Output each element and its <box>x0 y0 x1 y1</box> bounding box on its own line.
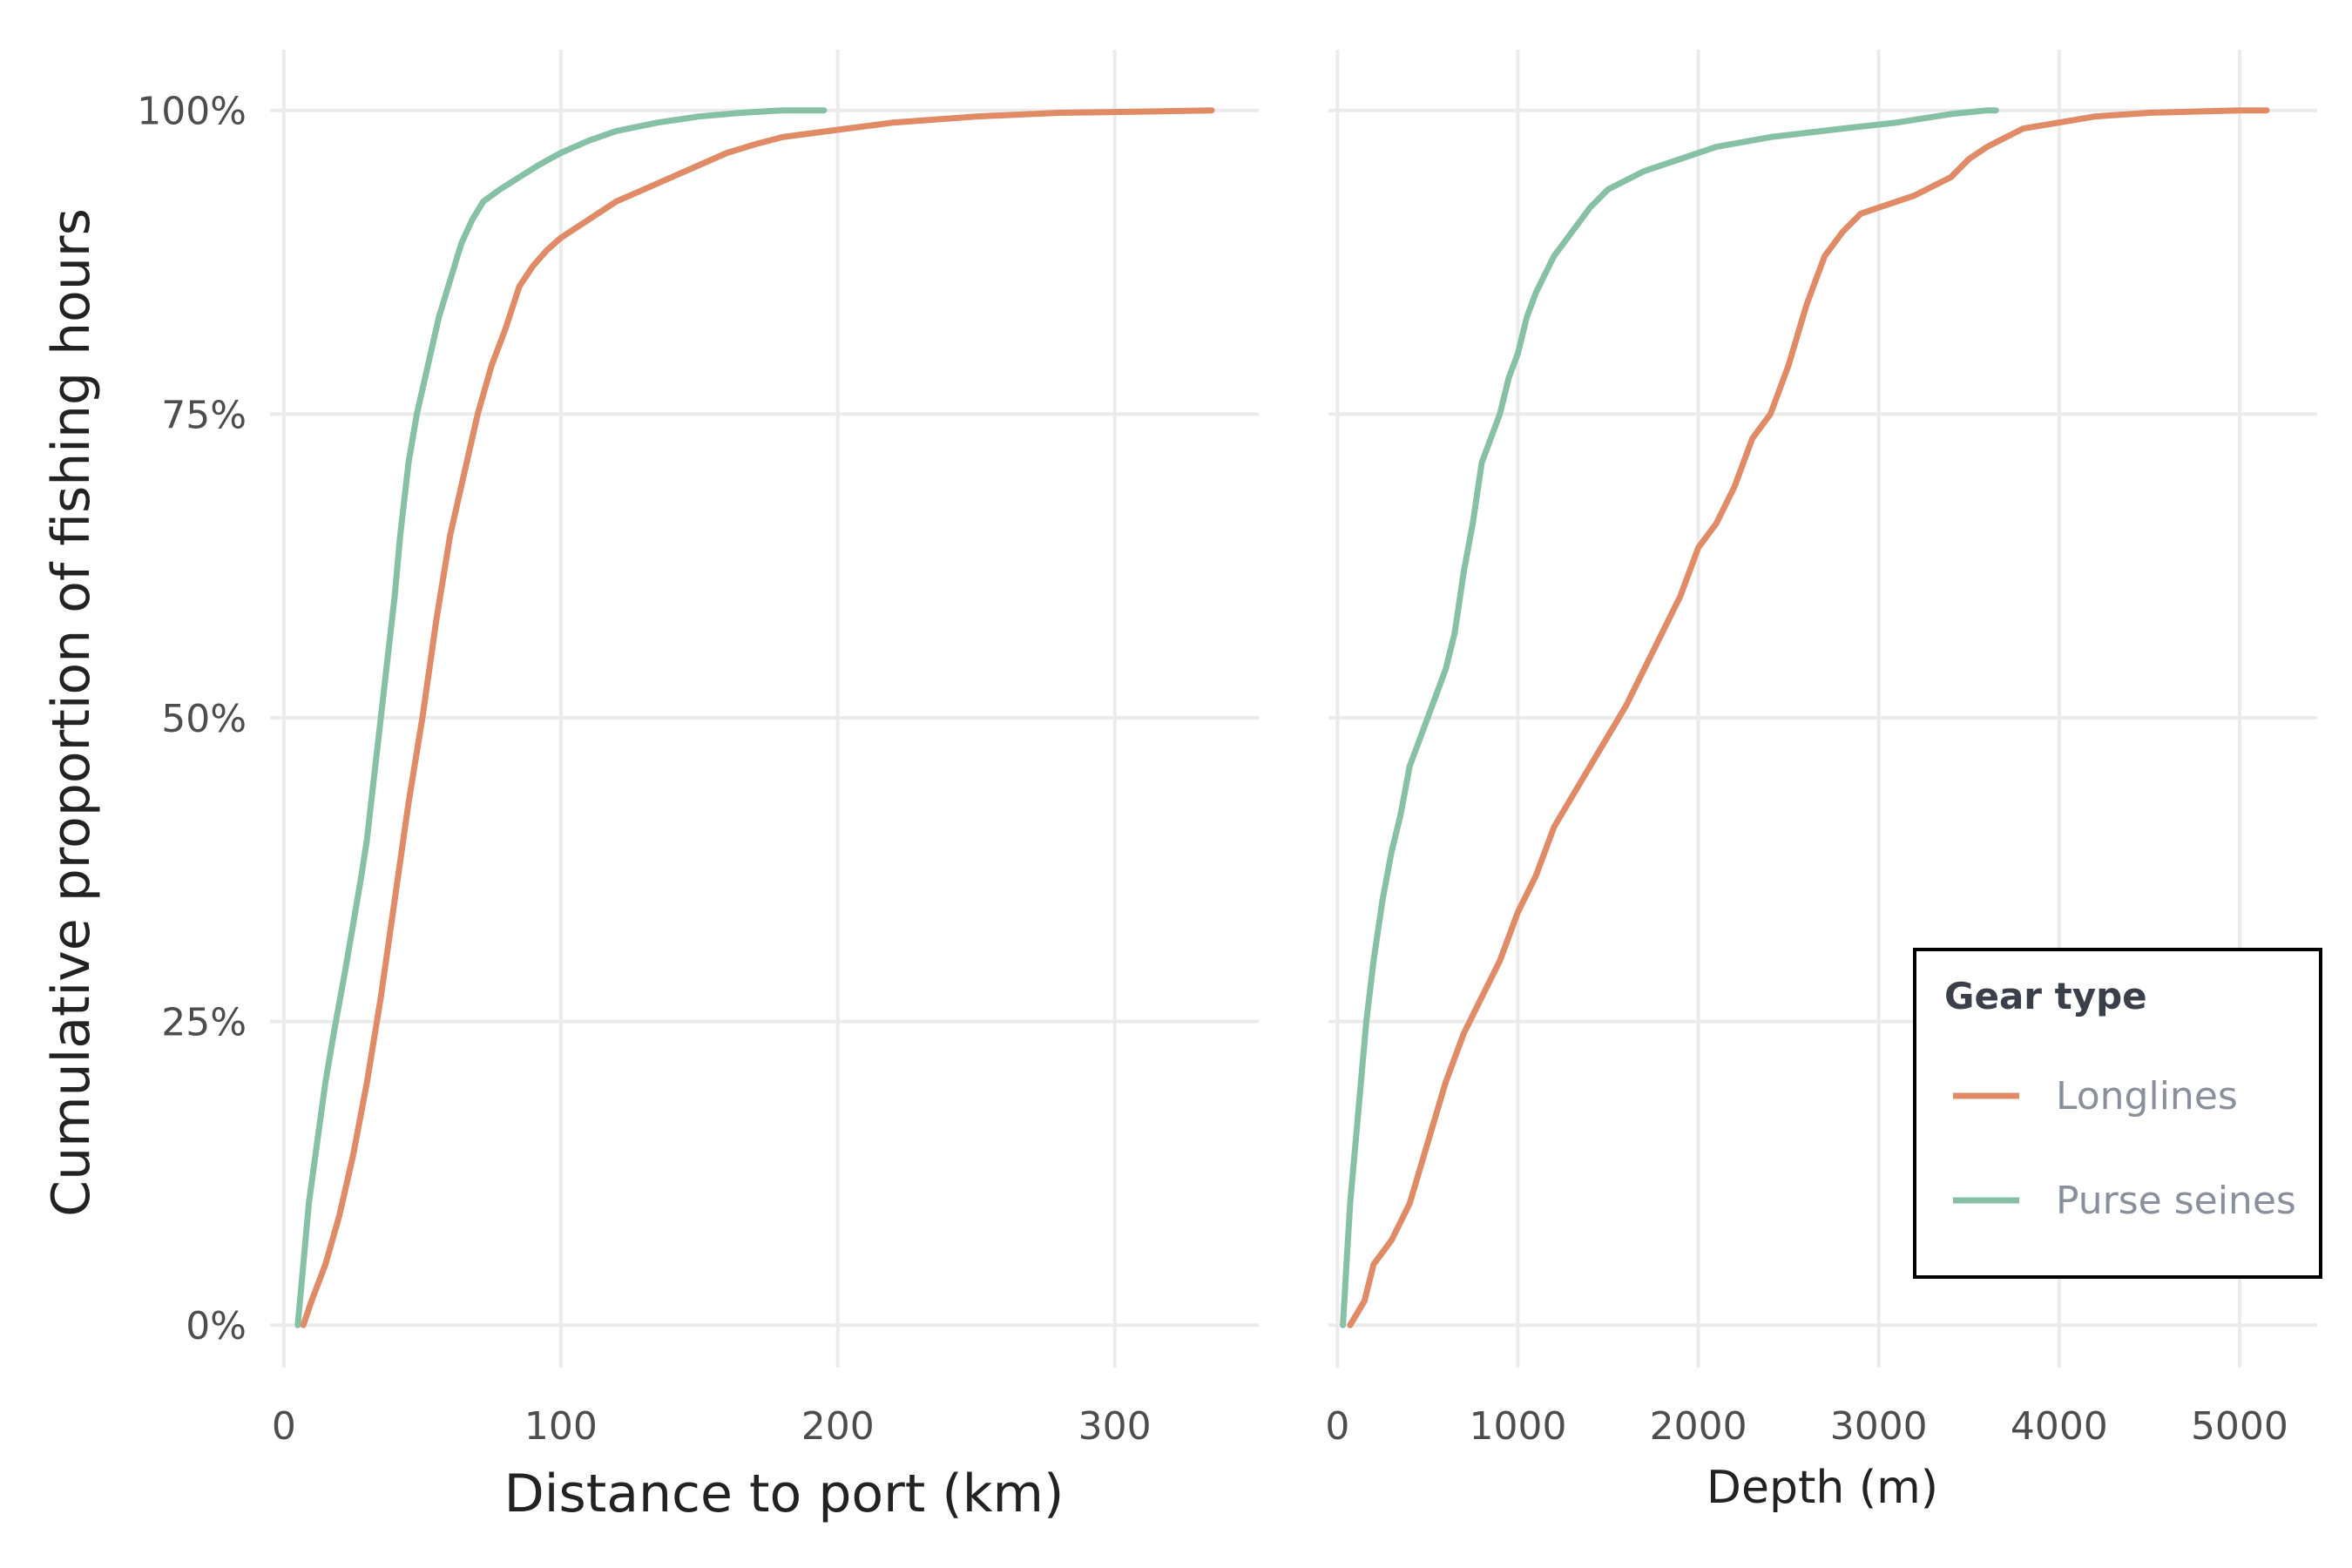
x-tick-labels-depth: 0 1000 2000 3000 4000 5000 <box>1325 1404 2288 1449</box>
y-tick-label-4: 100% <box>137 90 247 134</box>
x-tick-label-right-5: 5000 <box>2191 1404 2288 1449</box>
y-axis-title: Cumulative proportion of fishing hours <box>41 208 102 1217</box>
x-tick-label-right-1: 1000 <box>1469 1404 1566 1449</box>
series-lines-depth <box>1340 107 2270 1328</box>
x-tick-label-left-3: 300 <box>1078 1404 1152 1449</box>
legend: Gear type Longlines Purse seines <box>1913 948 2322 1279</box>
series-lines-distance <box>294 107 1215 1328</box>
legend-label-longlines: Longlines <box>2056 1074 2238 1119</box>
series-line-purse-seines-left <box>294 107 828 1328</box>
x-axis-title-distance: Distance to port (km) <box>504 1463 1064 1524</box>
x-tick-label-left-0: 0 <box>272 1404 296 1449</box>
legend-label-purse-seines: Purse seines <box>2056 1179 2296 1223</box>
legend-box <box>1913 948 2322 1279</box>
y-tick-label-1: 25% <box>161 1001 247 1045</box>
series-line-purse-seines-right <box>1340 107 1999 1328</box>
grid-distance <box>270 50 1259 1368</box>
legend-title: Gear type <box>1944 975 2147 1017</box>
panel-distance-to-port: 0% 25% 50% 75% 100% 0 100 200 300 <box>137 50 1259 1449</box>
y-tick-label-3: 75% <box>161 393 247 437</box>
x-tick-label-left-2: 200 <box>801 1404 875 1449</box>
y-tick-label-2: 50% <box>161 697 247 741</box>
y-tick-label-0: 0% <box>186 1304 247 1348</box>
series-line-longlines-right <box>1347 107 2270 1328</box>
y-tick-labels: 0% 25% 50% 75% 100% <box>137 90 247 1348</box>
x-tick-label-right-0: 0 <box>1325 1404 1349 1449</box>
x-tick-label-right-4: 4000 <box>2011 1404 2108 1449</box>
x-tick-labels-distance: 0 100 200 300 <box>272 1404 1152 1449</box>
x-tick-label-right-3: 3000 <box>1830 1404 1928 1449</box>
series-line-longlines-left <box>300 107 1215 1328</box>
x-tick-label-right-2: 2000 <box>1650 1404 1747 1449</box>
x-tick-label-left-1: 100 <box>524 1404 598 1449</box>
x-axis-title-depth: Depth (m) <box>1707 1462 1938 1514</box>
